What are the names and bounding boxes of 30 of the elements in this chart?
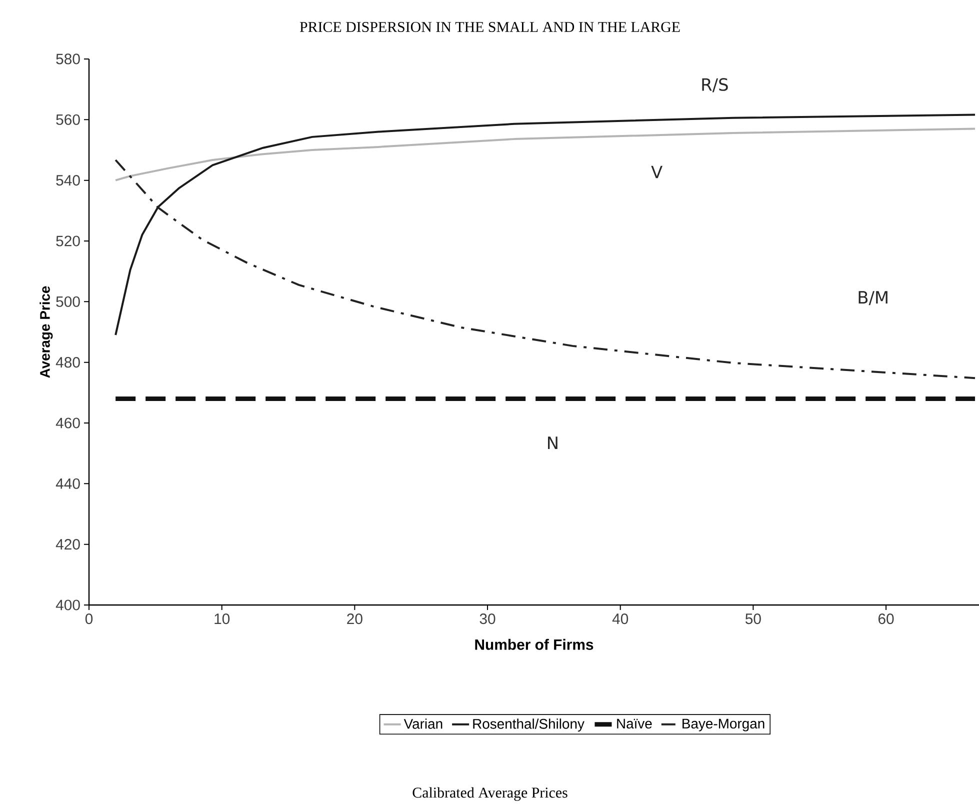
x-tick-label: 10: [214, 614, 230, 624]
y-tick-label: 400: [56, 600, 80, 610]
x-tick-label: 20: [347, 614, 362, 624]
y-tick-label: 560: [56, 114, 80, 125]
text: Calibrated Average Prices: [412, 787, 568, 801]
x-axis-title: Number of Firms: [475, 638, 594, 650]
x-tick-label: 30: [480, 614, 496, 624]
annotation: N: [548, 436, 558, 449]
legend-label: Baye-Morgan: [682, 718, 764, 732]
y-tick-label: 540: [56, 175, 80, 186]
chart-title: PRICE DISPERSION IN THE SMALL AND IN THE LARGE: [300, 22, 680, 32]
x-tick-label: 40: [612, 614, 628, 624]
y-tick-label: 580: [56, 54, 80, 64]
line-series: [114, 128, 976, 182]
y-tick-label: 440: [56, 478, 80, 489]
annotation: B/M: [858, 291, 888, 306]
x-tick-label: 50: [745, 614, 761, 624]
legend-label: Varian: [404, 718, 442, 729]
y-tick-label: 520: [56, 236, 80, 246]
legend-label: Naïve: [617, 718, 652, 729]
y-tick-label: 480: [56, 357, 80, 368]
annotation: R/S: [702, 78, 728, 92]
annotation: V: [651, 166, 662, 178]
legend-label: Rosenthal/Shilony: [473, 718, 584, 732]
x-tick-label: 60: [878, 614, 894, 624]
y-tick-label: 500: [56, 296, 80, 307]
y-tick-label: 420: [56, 539, 80, 550]
y-tick-label: 460: [56, 418, 80, 428]
x-tick-label: 0: [85, 614, 93, 624]
y-axis-title: Average Price: [40, 286, 53, 378]
